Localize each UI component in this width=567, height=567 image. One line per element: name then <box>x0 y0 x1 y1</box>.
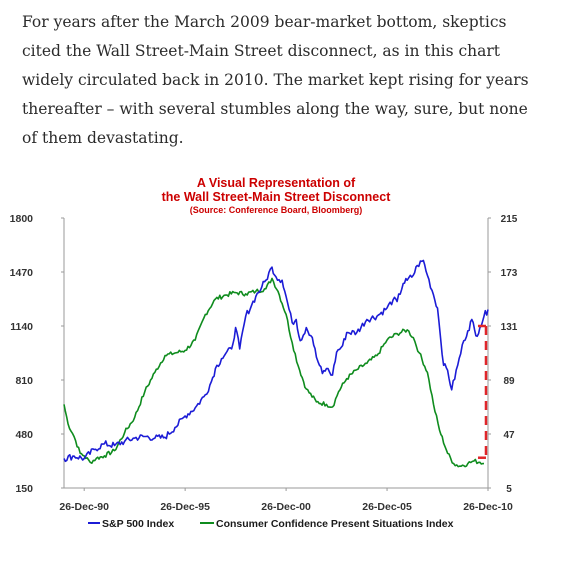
series-line-sp500 <box>63 259 489 463</box>
x-tick-label: 26-Dec-10 <box>463 501 513 513</box>
x-tick-label: 26-Dec-00 <box>261 501 311 513</box>
y-right-tick-label: 47 <box>503 430 515 441</box>
y-left-tick-label: 810 <box>15 375 33 387</box>
y-left-tick-label: 1140 <box>10 321 33 333</box>
y-left-tick-label: 480 <box>15 429 33 441</box>
chart-subtitle: (Source: Conference Board, Bloomberg) <box>190 205 363 215</box>
chart-title-line: the Wall Street-Main Street Disconnect <box>162 190 392 204</box>
chart-annotations <box>477 324 488 459</box>
y-left-tick-label: 1800 <box>10 213 34 225</box>
series-line-confidence <box>63 277 484 468</box>
y-left-tick-label: 150 <box>15 483 33 495</box>
legend: S&P 500 Index Consumer Confidence Presen… <box>88 518 454 530</box>
chart-svg: A Visual Representation of the Wall Stre… <box>10 176 518 530</box>
y-right-tick-label: 5 <box>506 484 512 495</box>
x-tick-label: 26-Dec-90 <box>59 501 109 513</box>
article-paragraph: For years after the March 2009 bear-mark… <box>22 8 552 153</box>
y-right-tick-label: 215 <box>501 214 518 225</box>
article-line: thereafter – with several stumbles along… <box>22 100 528 118</box>
legend-label-sp500: S&P 500 Index <box>102 518 174 530</box>
article-line: cited the Wall Street-Main Street discon… <box>22 42 501 60</box>
chart-series <box>63 259 489 468</box>
article-text: For years after the March 2009 bear-mark… <box>22 8 552 153</box>
article-line: widely circulated back in 2010. The mark… <box>22 71 529 89</box>
y-right-tick-label: 131 <box>501 322 518 333</box>
article-line: of them devastating. <box>22 129 184 147</box>
chart-figure: A Visual Representation of the Wall Stre… <box>0 170 567 550</box>
y-left-tick-label: 1470 <box>10 267 34 279</box>
x-tick-label: 26-Dec-05 <box>362 501 412 513</box>
x-tick-label: 26-Dec-95 <box>160 501 210 513</box>
chart-axes: 150 480 810 1140 1470 1800 5 47 89 131 173 215 26-De… <box>10 213 518 513</box>
chart-title-line: A Visual Representation of <box>197 176 356 190</box>
legend-label-confidence: Consumer Confidence Present Situations I… <box>216 518 454 530</box>
article-line: For years after the March 2009 bear-mark… <box>22 13 507 31</box>
y-right-tick-label: 89 <box>503 376 515 387</box>
y-right-tick-label: 173 <box>501 268 518 279</box>
